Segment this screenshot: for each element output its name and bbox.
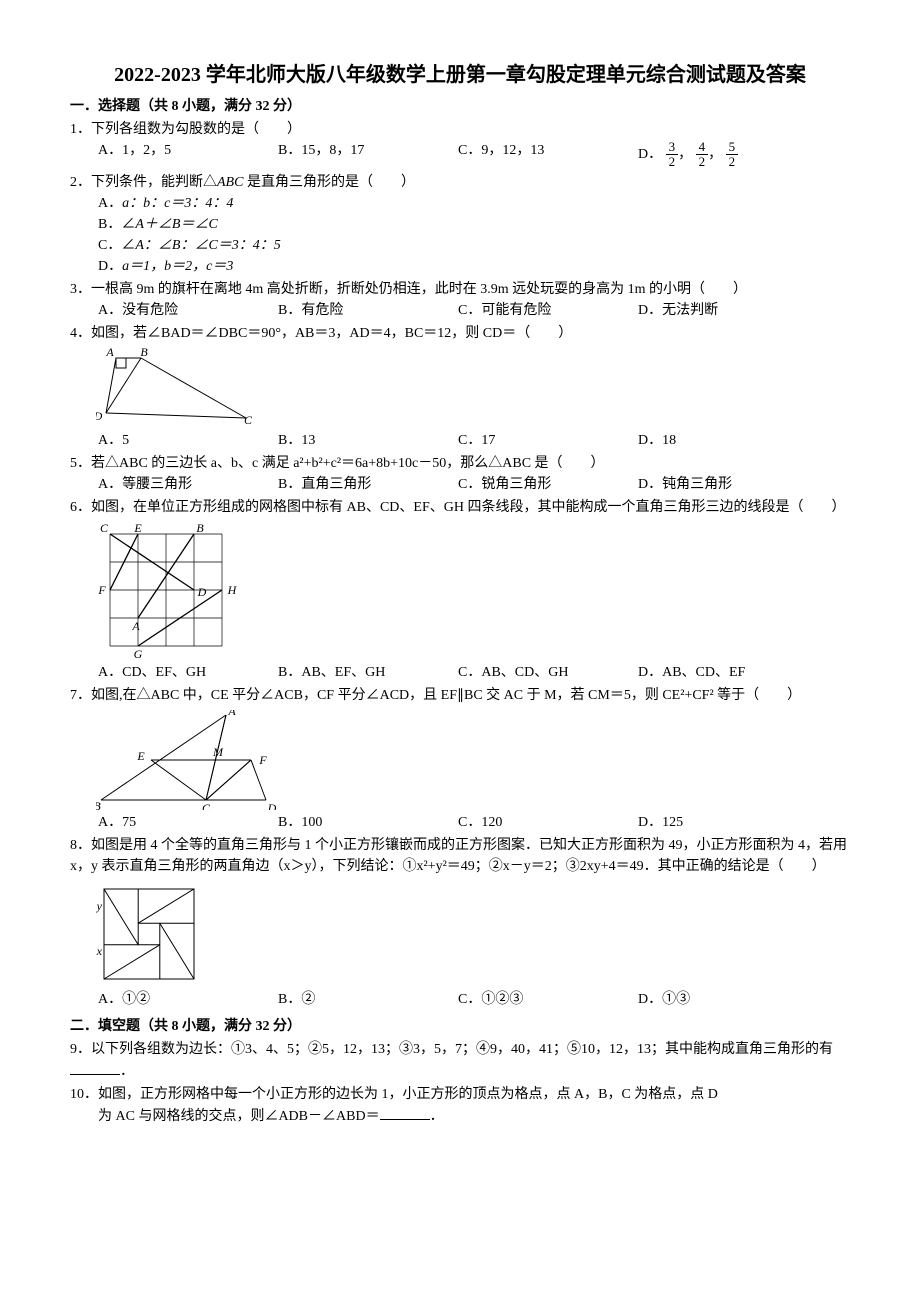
- svg-text:E: E: [133, 522, 142, 535]
- q2-opt-b: B．∠A＋∠B＝∠C: [98, 214, 479, 235]
- q6-opt-b: B．AB、EF、GH: [278, 662, 458, 683]
- question-7: 7．如图,在△ABC 中，CE 平分∠ACB，CF 平分∠ACD，且 EF∥BC…: [70, 685, 850, 833]
- question-10: 10．如图，正方形网格中每一个小正方形的边长为 1，小正方形的顶点为格点，点 A…: [70, 1084, 850, 1127]
- page-title: 2022-2023 学年北师大版八年级数学上册第一章勾股定理单元综合测试题及答案: [70, 60, 850, 90]
- q4-opt-d: D．18: [638, 430, 818, 451]
- q3-opt-d: D．无法判断: [638, 300, 818, 321]
- svg-text:B: B: [196, 522, 204, 535]
- q7-opt-d: D．125: [638, 812, 818, 833]
- section-1-heading: 一．选择题（共 8 小题，满分 32 分）: [70, 96, 850, 117]
- svg-text:D: D: [267, 801, 277, 810]
- q7-opt-c: C．120: [458, 812, 638, 833]
- q1-opt-d: D． 32， 42， 52: [638, 140, 818, 170]
- q5-opt-d: D．钝角三角形: [638, 474, 818, 495]
- q4-opt-a: A．5: [98, 430, 278, 451]
- q6-stem: 6．如图，在单位正方形组成的网格图中标有 AB、CD、EF、GH 四条线段，其中…: [70, 497, 850, 518]
- q1-stem: 1．下列各组数为勾股数的是（ ）: [70, 119, 850, 140]
- q3-opt-c: C．可能有危险: [458, 300, 638, 321]
- svg-text:y: y: [96, 899, 103, 913]
- svg-text:A: A: [227, 710, 236, 718]
- frac-3-2: 32: [666, 140, 679, 170]
- svg-text:E: E: [136, 749, 145, 763]
- svg-text:H: H: [227, 583, 238, 597]
- q1-opt-b: B．15，8，17: [278, 140, 458, 170]
- frac-5-2: 52: [726, 140, 739, 170]
- question-8: 8．如图是用 4 个全等的直角三角形与 1 个小正方形镶嵌而成的正方形图案．已知…: [70, 835, 850, 1010]
- q1-d-label: D．: [638, 147, 662, 162]
- q6-opt-c: C．AB、CD、GH: [458, 662, 638, 683]
- q10-line2: 为 AC 与网格线的交点，则∠ADB－∠ABD＝．: [98, 1105, 850, 1127]
- q8-figure: yx: [96, 881, 202, 987]
- q6-figure: C E B H F D A G: [96, 522, 240, 660]
- q4-opt-c: C．17: [458, 430, 638, 451]
- section-2-heading: 二．填空题（共 8 小题，满分 32 分）: [70, 1016, 850, 1037]
- q7-opt-a: A．75: [98, 812, 278, 833]
- q7-figure: B C D A E F M: [96, 710, 286, 810]
- q2-stem: 2．下列条件，能判断△ABC 是直角三角形的是（ ）: [70, 172, 850, 193]
- q4-stem: 4．如图，若∠BAD＝∠DBC＝90°，AB＝3，AD＝4，BC＝12，则 CD…: [70, 323, 850, 344]
- question-6: 6．如图，在单位正方形组成的网格图中标有 AB、CD、EF、GH 四条线段，其中…: [70, 497, 850, 683]
- q6-opt-d: D．AB、CD、EF: [638, 662, 818, 683]
- q2-opt-d: D．a＝1，b＝2，c＝3: [98, 256, 479, 277]
- q7-opt-b: B．100: [278, 812, 458, 833]
- q8-opt-b: B．②: [278, 989, 458, 1010]
- question-5: 5．若△ABC 的三边长 a、b、c 满足 a²+b²+c²＝6a+8b+10c…: [70, 453, 850, 495]
- question-3: 3．一根高 9m 的旗杆在离地 4m 高处折断，折断处仍相连，此时在 3.9m …: [70, 279, 850, 321]
- svg-text:B: B: [140, 348, 148, 359]
- q3-opt-a: A．没有危险: [98, 300, 278, 321]
- q2-opt-a: A．a：b：c＝3：4：4: [98, 193, 479, 214]
- q10-line1: 10．如图，正方形网格中每一个小正方形的边长为 1，小正方形的顶点为格点，点 A…: [70, 1084, 850, 1105]
- q3-opt-b: B．有危险: [278, 300, 458, 321]
- q8-opt-c: C．①②③: [458, 989, 638, 1010]
- svg-text:x: x: [96, 944, 103, 958]
- q4-figure: A B D C: [96, 348, 256, 428]
- q1-opt-a: A．1，2，5: [98, 140, 278, 170]
- svg-text:A: A: [105, 348, 114, 359]
- q5-opt-b: B．直角三角形: [278, 474, 458, 495]
- q5-opt-a: A．等腰三角形: [98, 474, 278, 495]
- q4-opt-b: B．13: [278, 430, 458, 451]
- q8-opt-d: D．①③: [638, 989, 818, 1010]
- q3-stem: 3．一根高 9m 的旗杆在离地 4m 高处折断，折断处仍相连，此时在 3.9m …: [70, 279, 850, 300]
- q8-opt-a: A．①②: [98, 989, 278, 1010]
- question-1: 1．下列各组数为勾股数的是（ ） A．1，2，5 B．15，8，17 C．9，1…: [70, 119, 850, 170]
- svg-text:F: F: [258, 753, 267, 767]
- q6-opt-a: A．CD、EF、GH: [98, 662, 278, 683]
- q10-blank: [380, 1105, 430, 1120]
- q7-stem: 7．如图,在△ABC 中，CE 平分∠ACB，CF 平分∠ACD，且 EF∥BC…: [70, 685, 850, 706]
- frac-4-2: 42: [696, 140, 709, 170]
- q5-opt-c: C．锐角三角形: [458, 474, 638, 495]
- q5-stem: 5．若△ABC 的三边长 a、b、c 满足 a²+b²+c²＝6a+8b+10c…: [70, 453, 850, 474]
- svg-text:M: M: [212, 745, 224, 759]
- question-9: 9．以下列各组数为边长：①3、4、5；②5，12，13；③3，5，7；④9，40…: [70, 1039, 850, 1082]
- svg-text:C: C: [100, 522, 109, 535]
- question-4: 4．如图，若∠BAD＝∠DBC＝90°，AB＝3，AD＝4，BC＝12，则 CD…: [70, 323, 850, 451]
- q1-opt-c: C．9，12，13: [458, 140, 638, 170]
- svg-text:C: C: [202, 801, 211, 810]
- svg-text:G: G: [134, 647, 143, 660]
- svg-text:D: D: [197, 585, 207, 599]
- q2-opt-c: C．∠A：∠B：∠C＝3：4：5: [98, 235, 479, 256]
- svg-text:B: B: [96, 799, 101, 810]
- svg-text:C: C: [244, 413, 253, 427]
- svg-text:F: F: [97, 583, 106, 597]
- svg-text:A: A: [131, 619, 140, 633]
- q8-stem: 8．如图是用 4 个全等的直角三角形与 1 个小正方形镶嵌而成的正方形图案．已知…: [70, 835, 850, 877]
- question-2: 2．下列条件，能判断△ABC 是直角三角形的是（ ） A．a：b：c＝3：4：4…: [70, 172, 850, 277]
- q9-blank: [70, 1060, 120, 1075]
- svg-text:D: D: [96, 409, 103, 423]
